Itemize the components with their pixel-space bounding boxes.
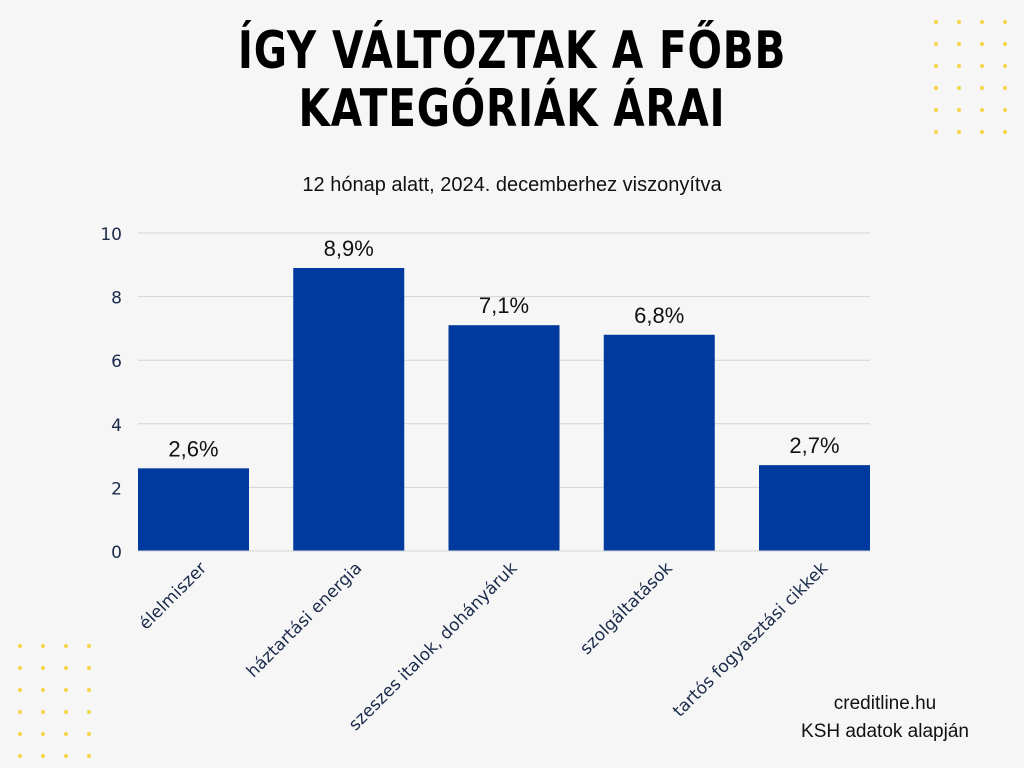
y-tick-label: 4 [111,416,122,436]
decorative-dot [957,20,961,24]
bar [138,468,249,551]
decorative-dot [87,732,91,736]
bar [603,334,715,551]
decorative-dot [957,86,961,90]
decorative-dot [41,754,45,758]
decorative-dot [64,754,68,758]
decorative-dot [980,20,984,24]
decorative-dot [957,42,961,46]
y-tick-label: 10 [100,225,122,245]
decorative-dot [980,86,984,90]
chart-title-line-2: KATEGÓRIÁK ÁRAI [298,79,726,139]
data-label: 7,1% [479,293,529,318]
bar [448,325,560,551]
decorative-dot [18,666,22,670]
decorative-dot [41,688,45,692]
source-credit: KSH adatok alapján [801,721,969,742]
decorative-dot [64,688,68,692]
decorative-dot [957,108,961,112]
x-category-label: szolgáltatások [576,558,677,659]
source-site: creditline.hu [833,693,937,714]
decorative-dot [934,20,938,24]
decorative-dot [87,644,91,648]
data-label: 6,8% [634,303,684,328]
decorative-dot [18,710,22,714]
data-label: 2,7% [789,433,839,458]
decorative-dot [64,644,68,648]
decorative-dot [1003,20,1007,24]
decorative-dot [64,732,68,736]
decorative-dot [18,688,22,692]
decorative-dot [18,644,22,648]
decorative-dot [980,130,984,134]
decorative-dot [87,710,91,714]
decorative-dot [1003,130,1007,134]
y-tick-label: 8 [111,289,122,309]
decorative-dot [87,754,91,758]
decorative-dot [1003,108,1007,112]
x-category-label: háztartási energia [243,558,366,681]
decorative-dot [1003,86,1007,90]
bar [293,267,405,551]
decorative-dot [18,732,22,736]
decorative-dot [64,710,68,714]
chart-title: ÍGY VÁLTOZTAK A FŐBB KATEGÓRIÁK ÁRAI [113,22,912,138]
decorative-dot [87,688,91,692]
decorative-dot [41,732,45,736]
decorative-dot [1003,64,1007,68]
decorative-dot [1003,42,1007,46]
decorative-dots-bottom-left [18,644,91,758]
x-category-label: szeszes italok, dohányáruk [345,558,522,735]
source-note: creditline.hu KSH adatok alapján [770,690,1000,746]
decorative-dot [957,130,961,134]
decorative-dot [934,64,938,68]
y-tick-label: 0 [111,543,122,563]
decorative-dot [64,666,68,670]
decorative-dot [87,666,91,670]
decorative-dot [980,108,984,112]
bar [759,465,870,551]
decorative-dot [980,64,984,68]
decorative-dots-top-right [934,20,1007,134]
decorative-dot [41,710,45,714]
decorative-dot [957,64,961,68]
data-label: 8,9% [324,236,374,261]
chart-subtitle: 12 hónap alatt, 2024. decemberhez viszon… [302,174,722,196]
decorative-dot [934,108,938,112]
decorative-dot [41,666,45,670]
decorative-dot [41,644,45,648]
decorative-dot [980,42,984,46]
decorative-dot [18,754,22,758]
decorative-dot [934,86,938,90]
x-category-label: élelmiszer [135,558,211,634]
y-tick-label: 2 [111,479,122,499]
decorative-dot [934,130,938,134]
y-tick-label: 6 [111,352,122,372]
decorative-dot [934,42,938,46]
data-label: 2,6% [168,436,218,461]
chart-title-line-1: ÍGY VÁLTOZTAK A FŐBB [237,21,787,81]
